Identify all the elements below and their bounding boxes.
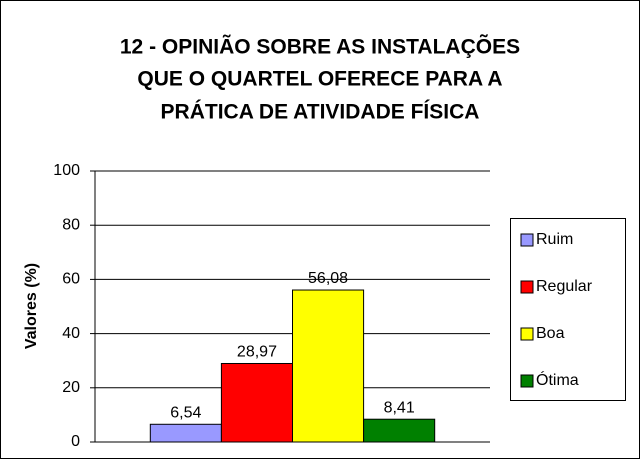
y-tick-label: 60 <box>62 271 80 288</box>
y-tick-label: 20 <box>62 379 80 396</box>
legend-label: Ótima <box>536 370 579 389</box>
bar <box>363 418 436 443</box>
legend-swatch <box>520 327 534 341</box>
legend-label: Boa <box>536 325 565 342</box>
chart-title: PRÁTICA DE ATIVIDADE FÍSICA <box>161 101 480 124</box>
chart-title: QUE O QUARTEL OFERECE PARA A <box>137 68 502 91</box>
value-label: 8,41 <box>384 399 415 416</box>
bar <box>292 289 365 443</box>
legend-label: Regular <box>536 278 593 295</box>
chart-title: 12 - OPINIÃO SOBRE AS INSTALAÇÕES <box>120 35 520 59</box>
bar <box>220 362 293 443</box>
y-tick-label: 100 <box>53 162 80 179</box>
y-tick-label: 40 <box>62 325 80 342</box>
value-label: 56,08 <box>308 270 348 287</box>
value-label: 28,97 <box>237 344 277 361</box>
legend <box>510 218 626 401</box>
legend-swatch <box>520 374 534 388</box>
legend-swatch <box>520 233 534 247</box>
y-axis-label: Valores (%) <box>23 263 40 349</box>
y-tick-label: 80 <box>62 216 80 233</box>
bar <box>149 423 222 443</box>
value-label: 6,54 <box>170 404 201 421</box>
legend-label: Ruim <box>536 231 573 248</box>
legend-swatch <box>520 280 534 294</box>
y-tick-label: 0 <box>71 433 80 450</box>
